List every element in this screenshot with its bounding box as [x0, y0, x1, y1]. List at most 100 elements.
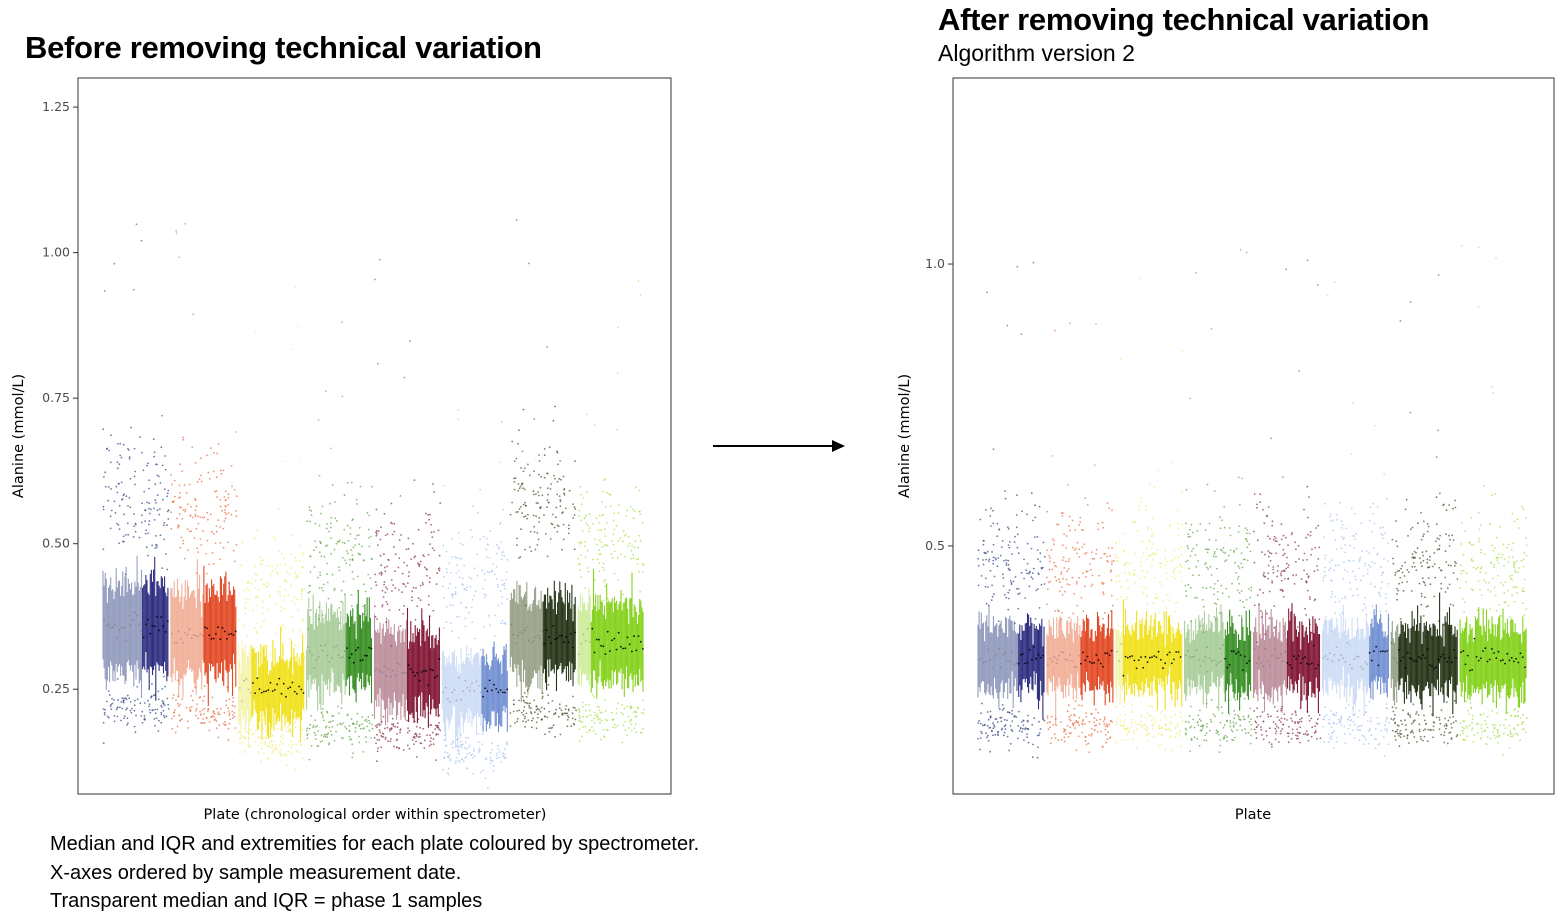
left-point: [399, 625, 402, 627]
right-point: [977, 722, 980, 724]
left-point: [239, 751, 241, 754]
right-point: [1035, 589, 1038, 592]
right-point: [1295, 734, 1297, 737]
right-point: [979, 748, 981, 751]
left-point: [449, 604, 451, 606]
left-point: [227, 739, 230, 742]
right-point: [1146, 603, 1148, 605]
left-median-point: [536, 634, 539, 637]
right-point: [1079, 521, 1082, 523]
left-point: [300, 572, 302, 575]
right-median-point: [1177, 651, 1180, 653]
right-point: [1003, 594, 1006, 596]
right-point: [1306, 516, 1309, 519]
left-point: [432, 609, 435, 612]
right-point: [1247, 716, 1250, 719]
left-point: [150, 508, 152, 511]
left-point: [107, 499, 110, 502]
right-median-point: [1053, 656, 1056, 658]
left-point: [254, 741, 257, 743]
left-point: [415, 756, 418, 758]
left-point: [477, 751, 480, 754]
left-point: [153, 451, 156, 454]
left-median-point: [335, 644, 338, 647]
left-point: [252, 609, 255, 612]
left-median-point: [462, 690, 465, 693]
left-point: [282, 557, 285, 559]
left-point: [498, 523, 501, 525]
left-point: [239, 742, 242, 745]
right-point: [1250, 586, 1253, 589]
right-point: [1205, 566, 1208, 569]
left-point: [564, 708, 567, 710]
left-median-point: [298, 685, 300, 688]
right-median-point: [1071, 659, 1073, 662]
left-point: [416, 605, 419, 607]
right-point: [1232, 739, 1235, 742]
right-point: [1085, 743, 1088, 746]
left-median-point: [602, 645, 605, 648]
right-point: [1447, 564, 1450, 567]
right-point: [1296, 626, 1299, 628]
right-outlier: [1138, 278, 1140, 280]
left-point: [393, 522, 396, 525]
right-point: [1104, 728, 1107, 731]
left-point: [418, 733, 421, 735]
right-point: [1115, 556, 1117, 559]
right-point: [1150, 528, 1153, 531]
left-point: [466, 586, 468, 589]
right-point: [1422, 535, 1425, 538]
left-outlier: [292, 348, 295, 351]
left-point: [465, 748, 468, 750]
left-point: [559, 499, 562, 501]
left-point: [253, 627, 256, 630]
right-point: [1152, 559, 1154, 561]
right-point: [1068, 732, 1071, 734]
left-point: [166, 495, 169, 498]
left-point: [550, 727, 552, 730]
right-point: [986, 550, 989, 553]
right-point: [1185, 488, 1188, 491]
left-median-point: [499, 689, 502, 691]
left-point: [207, 471, 210, 474]
right-point: [1106, 559, 1108, 562]
right-point: [1074, 714, 1076, 717]
left-point: [602, 728, 605, 731]
left-point: [577, 557, 579, 560]
right-point: [1093, 729, 1096, 731]
right-point: [1190, 550, 1193, 552]
left-median-point: [348, 656, 351, 659]
left-point: [282, 743, 284, 745]
right-point: [1405, 498, 1408, 501]
right-point: [1062, 556, 1065, 559]
right-point: [1380, 730, 1383, 732]
right-point: [1385, 610, 1387, 613]
left-point: [244, 750, 246, 753]
left-point: [129, 701, 132, 703]
left-point: [341, 557, 344, 559]
left-point: [163, 538, 166, 541]
right-point: [1305, 730, 1308, 733]
left-point: [280, 552, 283, 555]
right-point: [1069, 719, 1072, 722]
left-point: [615, 525, 618, 527]
right-point: [1256, 506, 1258, 509]
left-median-point: [269, 681, 272, 684]
left-point: [556, 450, 558, 453]
left-point: [478, 749, 481, 752]
left-median-point: [624, 647, 627, 650]
left-point: [495, 757, 498, 760]
left-point: [460, 557, 463, 560]
left-median-point: [429, 668, 432, 671]
right-point: [1116, 598, 1119, 601]
left-median-point: [107, 623, 110, 626]
right-median-point: [978, 659, 980, 662]
left-point: [444, 751, 447, 753]
left-point: [181, 517, 184, 520]
left-point: [563, 712, 566, 715]
left-point: [240, 564, 242, 567]
right-point: [1064, 728, 1066, 731]
left-point: [430, 743, 432, 746]
left-median-point: [173, 642, 176, 645]
left-point: [363, 727, 365, 729]
